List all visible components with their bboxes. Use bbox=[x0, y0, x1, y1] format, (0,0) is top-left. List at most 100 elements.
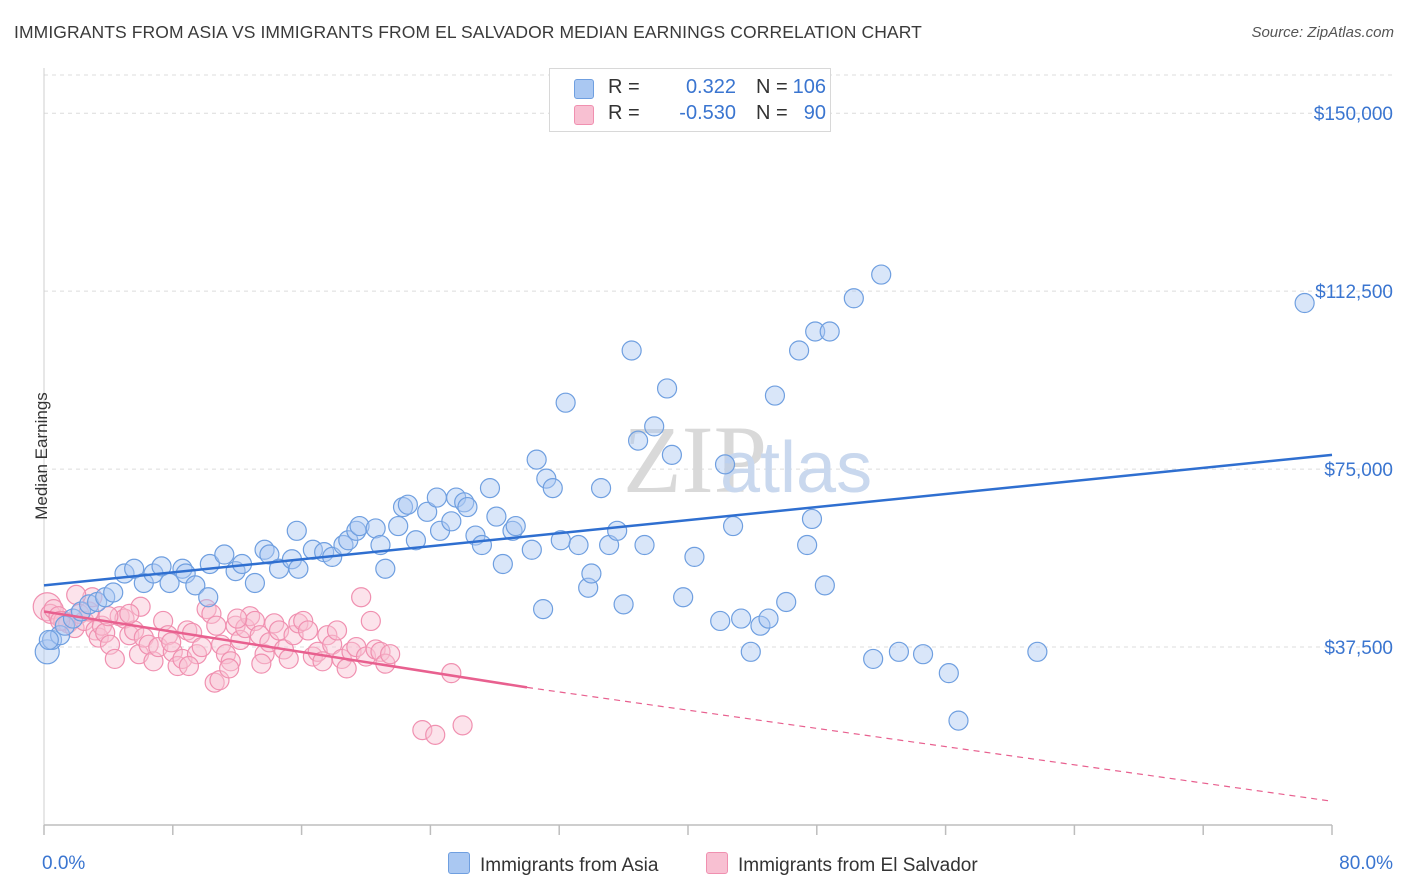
point-asia bbox=[714, 454, 736, 475]
point-asia bbox=[797, 534, 818, 556]
point-elsal bbox=[317, 625, 338, 646]
point-asia bbox=[627, 430, 649, 451]
point-asia bbox=[684, 546, 705, 567]
point-elsal bbox=[278, 648, 299, 670]
legend-swatch-elsal bbox=[574, 105, 594, 125]
point-asia bbox=[948, 710, 969, 731]
point-asia bbox=[542, 477, 563, 499]
watermark: ZIP atlas bbox=[623, 406, 872, 513]
point-elsal bbox=[161, 632, 182, 653]
point-asia bbox=[814, 575, 835, 596]
x-tick-label: 0.0% bbox=[42, 853, 85, 874]
trend-line-elsal-extension bbox=[526, 686, 1333, 802]
point-asia bbox=[673, 587, 694, 608]
point-asia bbox=[103, 582, 124, 603]
point-asia bbox=[38, 629, 59, 651]
point-asia bbox=[397, 494, 418, 515]
point-asia bbox=[568, 534, 589, 556]
point-elsal bbox=[380, 644, 401, 665]
point-elsal bbox=[293, 610, 314, 632]
point-elsal bbox=[360, 610, 381, 632]
point-asia bbox=[486, 506, 507, 527]
axes bbox=[43, 68, 1333, 835]
point-asia bbox=[349, 515, 370, 537]
watermark-zip: ZIP bbox=[623, 406, 767, 513]
point-asia bbox=[722, 515, 744, 537]
point-elsal bbox=[452, 715, 473, 736]
trend-lines bbox=[43, 453, 1333, 802]
y-tick-label: $150,000 bbox=[1314, 104, 1393, 125]
point-asia bbox=[375, 558, 396, 579]
point-asia bbox=[776, 591, 797, 613]
point-asia bbox=[750, 615, 771, 636]
legend-r-label: R = bbox=[608, 102, 640, 124]
point-asia bbox=[286, 520, 307, 541]
point-elsal bbox=[326, 620, 348, 641]
point-asia bbox=[607, 520, 628, 541]
point-asia bbox=[405, 530, 427, 551]
point-elsal bbox=[206, 615, 227, 636]
point-asia bbox=[590, 477, 612, 499]
point-asia bbox=[151, 556, 172, 577]
point-asia bbox=[764, 385, 786, 406]
point-asia bbox=[788, 340, 810, 361]
legend-r-value-elsal: -0.530 bbox=[679, 102, 736, 124]
point-asia bbox=[621, 340, 642, 361]
bottom-legend-label-asia: Immigrants from Asia bbox=[480, 855, 659, 876]
legend-n-value-asia: 106 bbox=[792, 76, 826, 98]
point-elsal bbox=[219, 658, 240, 679]
legend-n-value-elsal: 90 bbox=[803, 102, 826, 124]
bottom-legend-elsal: Immigrants from El Salvador bbox=[706, 852, 978, 877]
point-asia bbox=[124, 558, 145, 579]
bottom-legend-asia: Immigrants from Asia bbox=[448, 852, 658, 877]
point-asia bbox=[288, 558, 309, 579]
point-elsal bbox=[336, 658, 357, 679]
axis-labels: $37,500 $75,000 $112,500 $150,000 0.0% 80.0% bbox=[42, 104, 1393, 874]
point-asia bbox=[521, 539, 542, 560]
y-tick-label: $75,000 bbox=[1324, 460, 1393, 481]
point-asia bbox=[656, 378, 678, 399]
legend-n-label: N = bbox=[756, 102, 788, 124]
point-asia bbox=[819, 321, 840, 342]
point-elsal bbox=[201, 603, 222, 624]
point-asia bbox=[758, 608, 779, 629]
point-asia bbox=[731, 608, 752, 629]
point-asia bbox=[843, 288, 864, 309]
y-tick-label: $37,500 bbox=[1324, 638, 1393, 659]
point-asia bbox=[1294, 292, 1315, 314]
point-asia bbox=[479, 477, 501, 499]
point-asia bbox=[938, 663, 959, 684]
point-asia bbox=[863, 648, 884, 670]
point-elsal bbox=[297, 620, 319, 641]
point-asia bbox=[613, 594, 634, 615]
point-elsal bbox=[425, 724, 446, 745]
point-elsal bbox=[178, 655, 199, 677]
point-asia bbox=[244, 572, 266, 594]
point-elsal bbox=[351, 587, 372, 608]
point-asia bbox=[801, 508, 823, 530]
chart-source: Source: ZipAtlas.com bbox=[1251, 24, 1394, 41]
legend: R = 0.322 N = 106 R = -0.530 N = 90 bbox=[549, 68, 831, 132]
point-asia bbox=[505, 515, 526, 537]
point-elsal bbox=[220, 651, 241, 672]
point-asia bbox=[805, 321, 826, 342]
bottom-legend-swatch-asia bbox=[448, 852, 470, 874]
y-tick-label: $112,500 bbox=[1315, 282, 1393, 303]
point-asia bbox=[198, 587, 219, 608]
trend-line-elsal bbox=[43, 610, 528, 689]
x-tick-label: 80.0% bbox=[1339, 853, 1393, 874]
y-axis-label: Median Earnings bbox=[32, 392, 51, 520]
point-asia bbox=[441, 511, 462, 532]
point-asia bbox=[912, 644, 934, 665]
point-asia bbox=[214, 544, 235, 565]
point-asia bbox=[365, 518, 386, 539]
watermark-atlas: atlas bbox=[720, 428, 872, 508]
point-asia bbox=[661, 444, 683, 465]
point-asia bbox=[49, 625, 71, 646]
bottom-legend-swatch-elsal bbox=[706, 852, 728, 874]
point-asia bbox=[185, 575, 206, 596]
point-elsal bbox=[441, 663, 462, 684]
point-asia bbox=[457, 496, 478, 518]
legend-n-label: N = bbox=[756, 76, 788, 98]
